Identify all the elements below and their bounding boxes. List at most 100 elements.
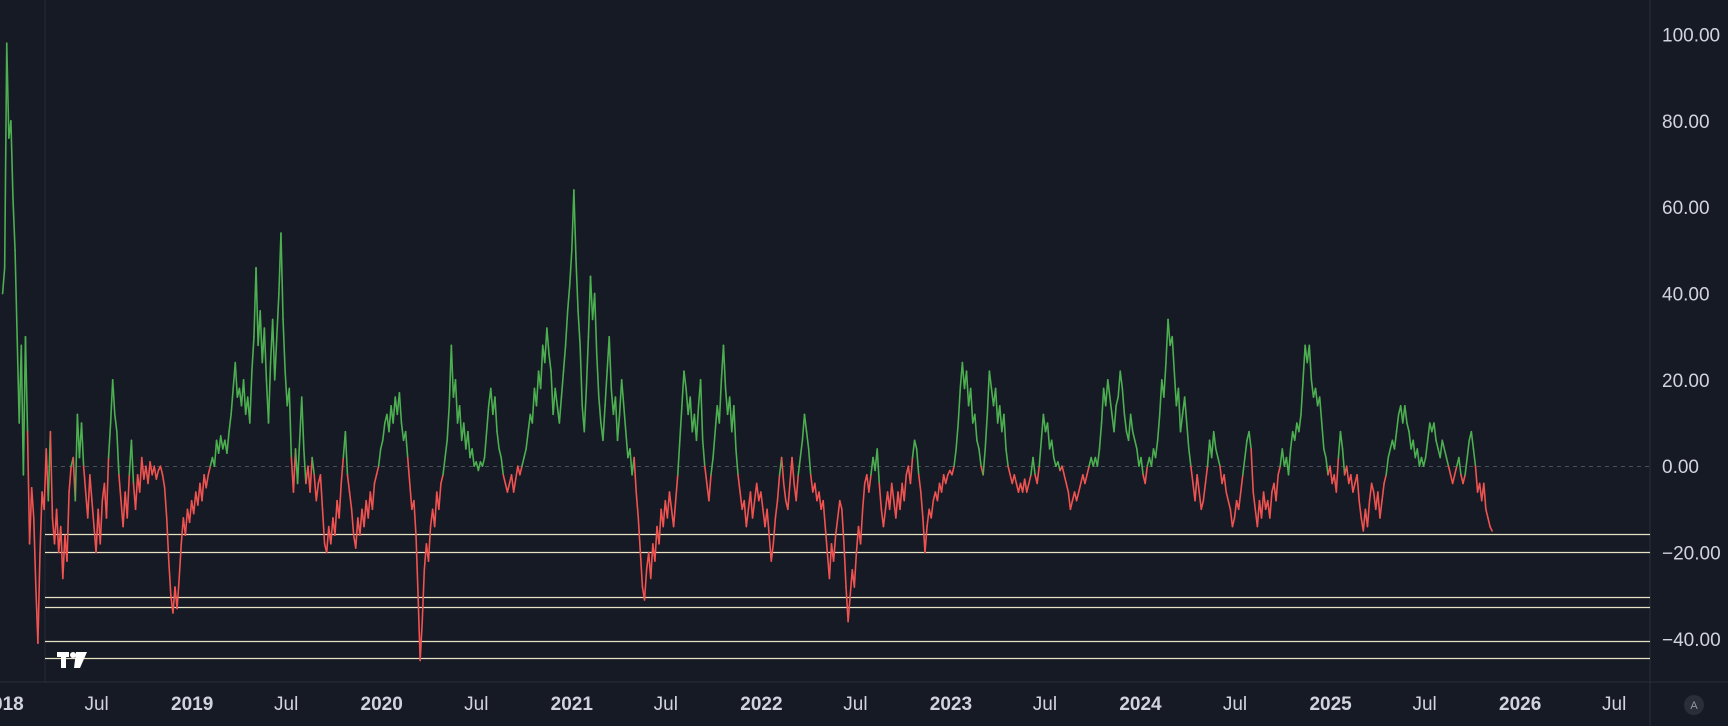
series-segment <box>1323 448 1327 459</box>
series-segment <box>1200 499 1205 511</box>
series-segment <box>1121 387 1126 416</box>
series-segment <box>1025 482 1030 493</box>
series-segment <box>1167 318 1171 347</box>
series-segment <box>699 379 704 442</box>
series-segment <box>685 387 689 416</box>
series-segment <box>1212 430 1217 450</box>
series-segment <box>1447 465 1452 476</box>
series-segment <box>1289 430 1294 450</box>
series-segment <box>1206 439 1211 467</box>
series-segment <box>776 474 781 502</box>
series-segment <box>994 387 999 424</box>
series-segment <box>679 404 683 442</box>
series-segment <box>1356 474 1360 502</box>
series-segment <box>1260 491 1265 519</box>
series-segment <box>167 560 172 597</box>
series-segment <box>116 430 120 476</box>
series-segment <box>654 525 658 562</box>
series-segment <box>1453 465 1458 476</box>
series-segment <box>371 482 376 511</box>
series-segment <box>363 499 367 528</box>
series-segment <box>1387 448 1392 459</box>
series-segment <box>770 543 775 562</box>
series-segment <box>1345 465 1350 485</box>
series-segment <box>986 370 991 416</box>
series-segment <box>768 534 773 562</box>
series-segment <box>1439 439 1444 459</box>
series-segment <box>1451 474 1456 485</box>
series-segment <box>30 486 35 519</box>
series-segment <box>1134 439 1138 450</box>
series-segment <box>797 456 802 476</box>
series-segment <box>1113 404 1117 433</box>
series-segment <box>1404 404 1408 424</box>
series-segment <box>710 456 714 476</box>
tradingview-logo-icon[interactable] <box>57 652 87 668</box>
series-segment <box>1300 379 1304 416</box>
series-segment <box>1237 491 1242 511</box>
series-segment <box>485 404 490 433</box>
series-segment <box>978 448 982 467</box>
series-segment <box>325 525 330 554</box>
series-segment <box>37 551 41 644</box>
series-segment <box>1190 465 1194 485</box>
series-segment <box>354 517 359 549</box>
time-tick-label: Jul <box>843 694 867 715</box>
series-segment <box>899 482 903 511</box>
series-segment <box>398 391 403 424</box>
series-segment <box>988 370 993 390</box>
series-segment <box>338 482 343 519</box>
series-segment <box>1131 430 1136 442</box>
series-segment <box>1005 448 1009 467</box>
series-segment <box>951 465 955 476</box>
series-segment <box>1298 413 1302 433</box>
series-segment <box>506 482 511 493</box>
series-segment <box>1275 474 1279 502</box>
series-segment <box>878 482 883 511</box>
series-segment <box>230 387 234 416</box>
series-segment <box>953 448 957 467</box>
series-segment <box>113 413 118 433</box>
series-segment <box>130 439 135 485</box>
series-segment <box>733 404 737 450</box>
series-segment <box>1069 499 1074 511</box>
series-segment <box>32 517 37 588</box>
series-segment <box>192 491 197 515</box>
series-segment <box>1096 448 1101 467</box>
series-segment <box>288 387 293 459</box>
series-segment <box>82 465 87 493</box>
series-segment <box>523 448 527 459</box>
series-segment <box>546 327 550 355</box>
series-segment <box>149 461 153 476</box>
series-segment <box>1474 465 1479 493</box>
series-segment <box>745 508 750 528</box>
series-segment <box>1308 344 1313 381</box>
series-segment <box>1198 491 1203 511</box>
series-segment <box>564 309 569 347</box>
series-segment <box>849 568 854 597</box>
price-tick-label: 40.00 <box>1662 285 1710 306</box>
series-segment <box>388 404 392 433</box>
series-segment <box>467 430 471 459</box>
series-segment <box>913 439 918 450</box>
series-segment <box>1123 413 1128 433</box>
series-segment <box>544 327 548 364</box>
series-segment <box>427 525 432 562</box>
series-segment <box>419 620 424 662</box>
series-segment <box>442 456 446 476</box>
series-segment <box>560 370 565 398</box>
series-segment <box>471 448 475 467</box>
series-segment <box>909 456 914 485</box>
series-segment <box>936 482 941 502</box>
series-segment <box>1227 499 1232 511</box>
auto-scale-button[interactable]: A <box>1684 695 1704 715</box>
series-segment <box>1086 465 1090 476</box>
series-segment <box>350 508 355 537</box>
series-segment <box>774 499 779 519</box>
series-segment <box>834 517 839 537</box>
series-segment <box>683 370 687 390</box>
time-axis-labels: 2018 Jul 2019 Jul 2020 Jul 2021 Jul 2022 Jul 2023 J… <box>0 694 1626 715</box>
series-segment <box>408 482 413 511</box>
series-segment <box>712 430 716 459</box>
